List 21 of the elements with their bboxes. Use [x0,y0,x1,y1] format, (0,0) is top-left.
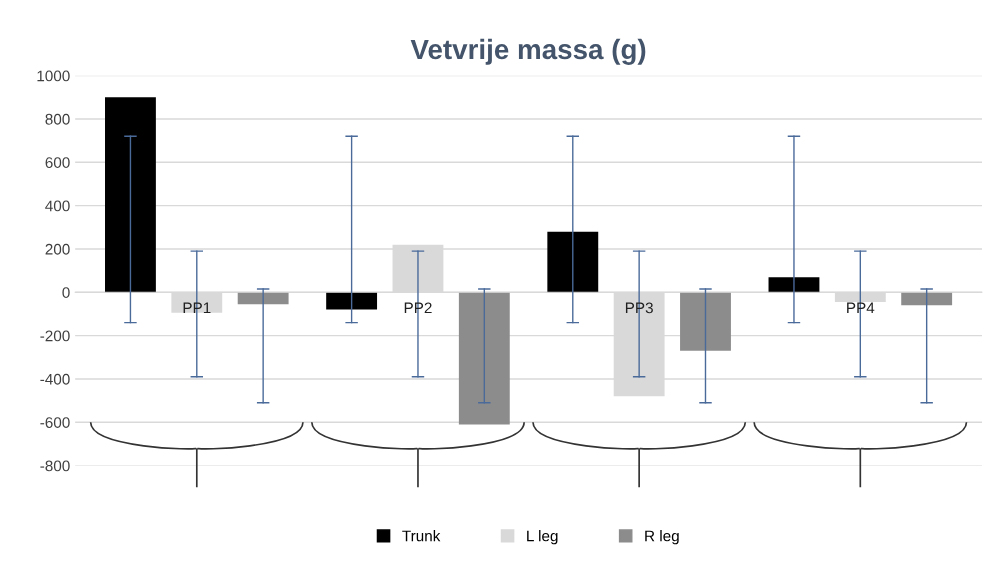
bar [547,231,599,293]
y-tick-label: -600 [40,417,70,428]
bar [768,277,820,293]
bar [458,292,510,425]
y-tick-label: 0 [62,287,70,298]
legend-label: Trunk [402,530,441,542]
y-tick-label: 800 [45,113,70,125]
y-tick-label: 600 [45,157,70,168]
legend-label: L leg [527,530,558,545]
bar [901,292,953,306]
y-tick-label: -800 [40,460,70,472]
chart-title: Vetvrije massa (g) [410,38,646,65]
legend-label: R leg [645,530,679,545]
y-tick-label: 1000 [37,70,70,82]
bar [680,292,731,351]
bar [326,292,378,310]
y-tick-label: 400 [45,200,70,212]
y-tick-label: -400 [40,373,70,385]
y-tick-label: 200 [45,243,70,255]
y-tick-label: -200 [40,330,70,342]
bar [105,97,156,293]
